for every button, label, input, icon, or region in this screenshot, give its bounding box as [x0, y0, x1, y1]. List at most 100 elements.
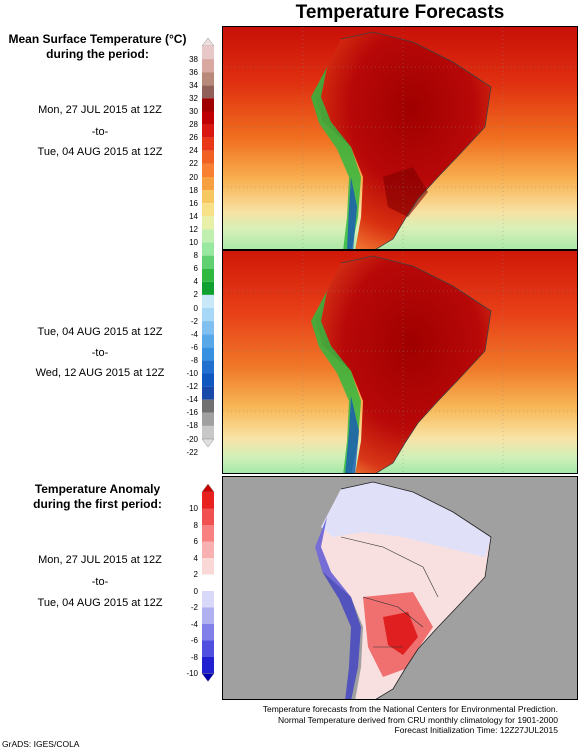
- temp-colorbar-tick-label: 14: [189, 211, 198, 221]
- andes-cold-strip: [311, 67, 361, 249]
- temp-colorbar-tick-label: 8: [193, 251, 198, 261]
- temp-colorbar-swatch: [202, 203, 214, 217]
- anomaly-colorbar-tick-label: 2: [193, 570, 198, 579]
- temp-colorbar-swatch: [202, 268, 214, 282]
- anomaly-colorbar-swatch: [202, 492, 214, 509]
- temp-colorbar-tick-label: 38: [189, 54, 198, 64]
- forecast-map-period1-svg: [223, 27, 577, 249]
- panel1-start-date: Mon, 27 JUL 2015 at 12Z: [38, 104, 162, 116]
- temp-colorbar-swatch: [202, 216, 214, 230]
- anomaly-colorbar-tick-label: -4: [190, 619, 198, 629]
- footnote: Temperature forecasts from the National …: [263, 704, 558, 736]
- panel2-separator: -to-: [91, 347, 109, 359]
- panel1-heading-line1: Mean Surface Temperature (°C): [8, 32, 187, 46]
- temp-colorbar-tick-label: -6: [190, 342, 198, 352]
- anomaly-colorbar-swatch: [202, 607, 214, 624]
- coastline: [340, 31, 492, 249]
- panel3-heading-line2: during the first period:: [33, 497, 162, 511]
- credit-text: GrADS: IGES/COLA: [2, 739, 80, 749]
- temp-colorbar-tick-label: 24: [189, 146, 198, 156]
- temp-colorbar-tick-label: -14: [186, 395, 198, 405]
- temp-colorbar-tick-label: 16: [189, 198, 198, 208]
- temp-colorbar-swatch: [202, 150, 214, 164]
- panel2-start-date: Tue, 04 AUG 2015 at 12Z: [37, 326, 163, 338]
- andes-cold-strip: [311, 291, 361, 473]
- panel1-separator: -to-: [91, 126, 109, 138]
- temp-colorbar-swatch: [202, 294, 214, 308]
- footnote-line1: Temperature forecasts from the National …: [262, 704, 558, 714]
- temp-colorbar-swatch: [202, 347, 214, 361]
- anomaly-colorbar-tick-label: -6: [190, 636, 198, 645]
- anomaly-colorbar-bottom-arrow: [201, 673, 215, 682]
- temp-colorbar-tick-label: 2: [193, 290, 198, 300]
- temp-colorbar-tick-label: -16: [186, 408, 198, 418]
- temp-colorbar-swatch: [202, 59, 214, 73]
- footnote-line2: Normal Temperature derived from CRU mont…: [278, 714, 558, 725]
- anomaly-colorbar-tick-label: 4: [193, 553, 198, 563]
- temp-colorbar-tick-label: -20: [186, 434, 198, 444]
- panel3-heading: Temperature Anomaly during the first per…: [0, 482, 195, 512]
- temp-colorbar-swatch: [202, 46, 214, 60]
- anomaly-colorbar-tick-label: -8: [190, 652, 198, 662]
- anomaly-colorbar-swatch: [202, 541, 214, 558]
- panel1-end-date: Tue, 04 AUG 2015 at 12Z: [37, 146, 163, 158]
- temp-colorbar-tick-label: -10: [186, 369, 198, 378]
- temp-colorbar-swatch: [202, 399, 214, 413]
- anomaly-colorbar-swatch: [202, 574, 214, 591]
- anomaly-colorbar-tick-label: 10: [189, 504, 198, 513]
- anomaly-colorbar-top-arrow: [201, 483, 215, 493]
- panel2-end-date: Wed, 12 AUG 2015 at 12Z: [35, 367, 165, 379]
- anomaly-colorbar-tick-label: 0: [193, 586, 198, 596]
- south-america-land: [315, 256, 491, 473]
- temp-colorbar-tick-label: -2: [190, 316, 198, 326]
- andes-cool-strip: [315, 517, 361, 699]
- temp-colorbar-swatch: [202, 425, 214, 439]
- panel1-heading-line2: during the period:: [46, 47, 149, 61]
- temp-colorbar-swatch: [202, 373, 214, 387]
- anomaly-colorbar-swatch: [202, 591, 214, 608]
- anomaly-map-period1-svg: [223, 477, 577, 699]
- temp-colorbar-tick-label: 28: [189, 120, 198, 130]
- temp-colorbar-swatch: [202, 229, 214, 243]
- anomaly-colorbar-tick-label: 6: [193, 537, 198, 546]
- anomaly-colorbar-swatch: [202, 657, 214, 674]
- temp-colorbar-swatch: [202, 242, 214, 256]
- andes-freezing-strip: [345, 396, 359, 473]
- temp-colorbar-tick-label: 30: [189, 107, 198, 116]
- anomaly-colorbar-swatch: [202, 640, 214, 657]
- forecast-map-period1: [222, 26, 578, 250]
- temp-colorbar-swatch: [202, 124, 214, 138]
- forecast-map-period2: [222, 250, 578, 474]
- anomaly-colorbar-swatch: [202, 525, 214, 542]
- coastline: [340, 255, 492, 473]
- temp-colorbar-swatch: [202, 163, 214, 177]
- anomaly-colorbar-tick-label: -2: [190, 603, 198, 612]
- temp-colorbar-tick-label: 12: [189, 224, 198, 234]
- temp-colorbar-tick-label: 34: [189, 80, 198, 90]
- temp-colorbar-tick-label: 4: [193, 277, 198, 287]
- panel3-heading-line1: Temperature Anomaly: [34, 482, 161, 496]
- temp-colorbar-swatch: [202, 360, 214, 374]
- temp-colorbar-bottom-arrow: [201, 438, 215, 448]
- temp-colorbar-swatch: [202, 190, 214, 204]
- panel3-separator: -to-: [91, 576, 109, 588]
- andes-freezing-strip: [347, 177, 357, 249]
- graticule: [223, 27, 577, 249]
- temp-colorbar-swatch: [202, 255, 214, 269]
- anomaly-map-period1: [222, 476, 578, 700]
- temp-colorbar-tick-label: 20: [189, 172, 198, 182]
- anomaly-colorbar-swatch: [202, 558, 214, 575]
- temp-colorbar-swatch: [202, 177, 214, 191]
- temp-colorbar-swatch: [202, 321, 214, 335]
- temp-colorbar-tick-label: 6: [193, 264, 198, 274]
- temperature-colorbar-svg: [201, 37, 215, 448]
- temp-colorbar-swatch: [202, 85, 214, 99]
- north-cool-anomaly: [321, 482, 491, 557]
- temp-colorbar-tick-label: 0: [193, 303, 198, 313]
- temp-colorbar-swatch: [202, 281, 214, 295]
- temp-colorbar-tick-label: -8: [190, 355, 198, 365]
- anomaly-colorbar-swatch: [202, 508, 214, 525]
- panel3-start-date: Mon, 27 JUL 2015 at 12Z: [38, 554, 162, 566]
- anomaly-colorbar-tick-label: -10: [186, 669, 198, 678]
- temp-colorbar-tick-label: 22: [189, 159, 198, 169]
